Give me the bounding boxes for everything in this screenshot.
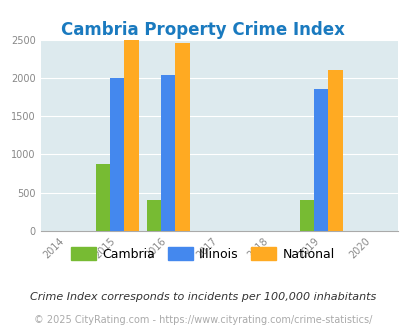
Bar — [124, 40, 138, 231]
Text: Cambria Property Crime Index: Cambria Property Crime Index — [61, 21, 344, 40]
Bar — [146, 200, 161, 231]
Bar — [299, 200, 313, 231]
Bar — [161, 75, 175, 231]
Bar — [96, 164, 110, 231]
Bar — [175, 44, 189, 231]
Text: © 2025 CityRating.com - https://www.cityrating.com/crime-statistics/: © 2025 CityRating.com - https://www.city… — [34, 315, 371, 325]
Text: Crime Index corresponds to incidents per 100,000 inhabitants: Crime Index corresponds to incidents per… — [30, 292, 375, 302]
Bar — [328, 70, 342, 231]
Bar — [110, 78, 124, 231]
Bar — [313, 89, 328, 231]
Legend: Cambria, Illinois, National: Cambria, Illinois, National — [66, 242, 339, 266]
